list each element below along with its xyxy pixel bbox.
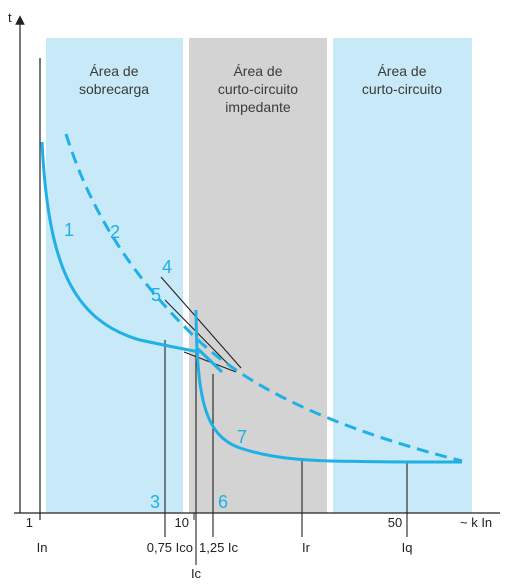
curve-label-1: 1 <box>64 220 74 240</box>
curve-6-branch <box>194 309 463 464</box>
zone-impedant-label-3: impedante <box>225 99 291 115</box>
zone-impedant-bg <box>189 38 327 513</box>
zone-overload-label-1: Área de <box>89 63 138 79</box>
zone-overload-label-2: sobrecarga <box>79 81 149 97</box>
tick-ic125-label: 1,25 Ic <box>199 540 239 555</box>
zone-shortcircuit-label-2: curto-circuito <box>362 81 442 97</box>
curve-label-2: 2 <box>110 222 120 242</box>
curve-label-3: 3 <box>150 492 160 512</box>
y-axis-label: t <box>8 10 12 25</box>
tick-in-label: In <box>37 540 48 555</box>
zone-impedant-label-1: Área de <box>233 63 282 79</box>
x-axis-label: ~ k In <box>460 515 492 530</box>
curve-1-solid <box>40 141 201 354</box>
tick-iq-label: Iq <box>402 540 413 555</box>
tick-10-label: 10 <box>175 515 189 530</box>
tick-1-label: 1 <box>26 515 33 530</box>
tick-50-label: 50 <box>388 515 402 530</box>
zone-impedant-label-2: curto-circuito <box>218 81 298 97</box>
zone-shortcircuit-label-1: Área de <box>377 63 426 79</box>
curve-label-7: 7 <box>237 427 247 447</box>
tick-ico-label: 0,75 Ico <box>147 540 193 555</box>
zone-shortcircuit-bg <box>333 38 472 513</box>
curve-label-4: 4 <box>162 257 172 277</box>
tick-ir-label: Ir <box>302 540 311 555</box>
curve-label-5: 5 <box>151 285 161 305</box>
zone-overload-bg <box>46 38 183 513</box>
tick-ic-label: Ic <box>191 566 202 581</box>
curve-3-segment <box>196 347 224 374</box>
tolerance-line-4 <box>160 276 242 369</box>
curve-label-6: 6 <box>218 492 228 512</box>
